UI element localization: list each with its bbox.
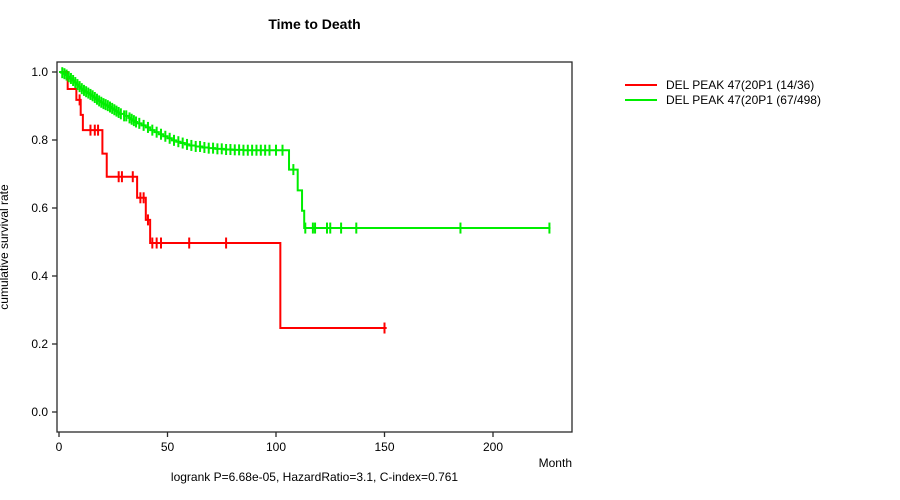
x-tick-label: 50 [161,440,175,454]
x-tick-label: 0 [56,440,63,454]
km-step-line [59,71,551,230]
y-axis-title: cumulative survival rate [0,184,11,310]
y-tick-label: 0.8 [31,133,48,147]
x-axis-title: Month [538,456,572,470]
x-tick-label: 100 [266,440,286,454]
survival-curve-green [59,67,551,234]
footer-stats: logrank P=6.68e-05, HazardRatio=3.1, C-i… [170,470,459,484]
x-tick-label: 150 [374,440,394,454]
legend-item-red: DEL PEAK 47(20P1 (14/36) [625,77,821,92]
green-line-swatch [625,98,657,101]
y-tick-label: 0.6 [31,201,48,215]
legend-label-green: DEL PEAK 47(20P1 (67/498) [666,92,821,107]
chart-title: Time to Death [268,16,361,32]
legend: DEL PEAK 47(20P1 (14/36) DEL PEAK 47(20P… [625,77,821,107]
legend-item-green: DEL PEAK 47(20P1 (67/498) [625,92,821,107]
y-tick-label: 0.0 [31,405,48,419]
y-tick-label: 0.4 [31,269,48,283]
legend-label-red: DEL PEAK 47(20P1 (14/36) [666,77,815,92]
survival-curve-red [59,71,387,334]
y-tick-label: 1.0 [31,65,48,79]
plot-border [56,61,573,433]
x-axis: 0 50 100 150 200 [56,432,503,454]
red-line-swatch [625,83,657,86]
y-tick-label: 0.2 [31,337,48,351]
x-tick-label: 200 [483,440,503,454]
km-step-line [59,71,387,330]
y-axis: 0.0 0.2 0.4 0.6 0.8 1.0 [31,65,57,419]
